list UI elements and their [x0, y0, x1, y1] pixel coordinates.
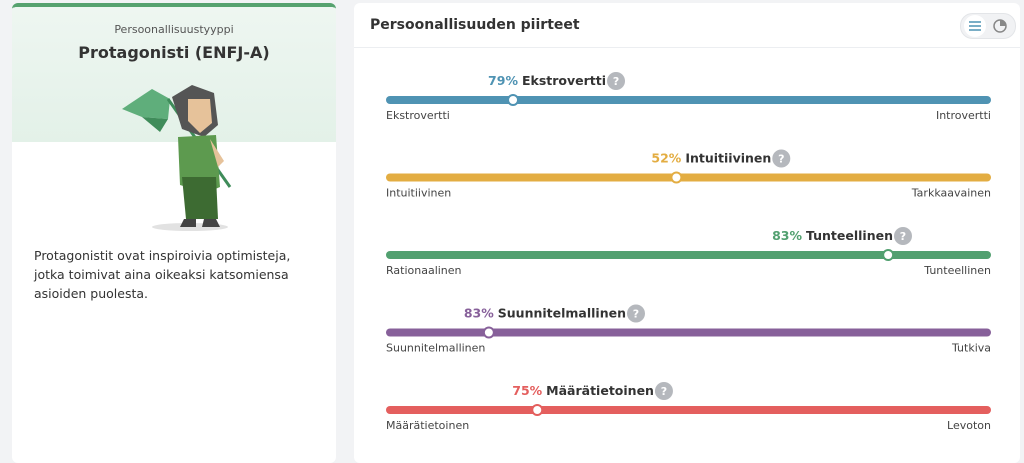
hero [12, 7, 336, 142]
trait-name: Intuitiivinen [685, 151, 771, 166]
trait-name: Tunteellinen [806, 228, 893, 243]
help-icon[interactable] [626, 304, 645, 323]
trait-heading: 83% Tunteellinen [772, 228, 893, 243]
profile-description: Protagonistit ovat inspiroivia optimiste… [34, 248, 291, 301]
help-icon[interactable] [772, 149, 791, 168]
trait-name: Suunnitelmallinen [498, 306, 626, 321]
trait-right-label: Tutkiva [951, 342, 991, 355]
traits-header: Persoonallisuuden piirteet [354, 3, 1020, 48]
trait-name: Ekstrovertti [522, 73, 606, 88]
trait-marker [531, 404, 544, 416]
traits-card: Persoonallisuuden piirteet Ekstrovertti I… [354, 3, 1020, 463]
traits-chart: Ekstrovertti Introvertti 79% Ekstrovertti ? I… [386, 72, 991, 432]
profile-label: Persoonallisuustyyppi [114, 23, 234, 36]
trait-left-label: Intuitiivinen [386, 187, 451, 200]
trait-right-label: Introvertti [936, 109, 991, 122]
trait-heading: 52% Intuitiivinen [651, 151, 771, 166]
illustration [122, 85, 232, 231]
trait-name: Määrätietoinen [546, 383, 654, 398]
trait-heading: 83% Suunnitelmallinen [464, 306, 626, 321]
trait-right-label: Levoton [947, 419, 991, 432]
help-icon-glyph: ? [613, 75, 619, 88]
help-icon-glyph: ? [778, 153, 784, 166]
profile-title: Protagonisti (ENFJ-A) [78, 43, 270, 62]
help-icon[interactable] [607, 72, 626, 90]
trait-percent: 75% [512, 383, 542, 398]
trait-right-label: Tunteellinen [923, 264, 991, 277]
trait-percent: 79% [488, 73, 518, 88]
trait-marker [507, 94, 520, 106]
trait-left-label: Suunnitelmallinen [386, 342, 485, 355]
help-icon-glyph: ? [633, 308, 639, 321]
trait-left-label: Määrätietoinen [386, 419, 469, 432]
trait-heading: 75% Määrätietoinen [512, 383, 654, 398]
trait-bar [386, 173, 991, 182]
trait-bar [386, 406, 991, 414]
trait-percent: 83% [772, 228, 802, 243]
trait-percent: 83% [464, 306, 494, 321]
view-toggle[interactable] [960, 13, 1016, 39]
trait-marker [670, 171, 683, 184]
trait-left-label: Ekstrovertti [386, 109, 450, 122]
trait-left-label: Rationaalinen [386, 264, 462, 277]
trait-marker [882, 249, 895, 261]
trait-marker [482, 326, 495, 339]
trait-bar [386, 328, 991, 337]
help-icon-glyph: ? [900, 230, 906, 243]
trait-heading: 79% Ekstrovertti [488, 73, 606, 88]
trait-right-label: Tarkkaavainen [911, 187, 991, 200]
help-icon[interactable] [654, 382, 673, 400]
help-icon[interactable] [894, 227, 912, 245]
trait-percent: 52% [651, 151, 681, 166]
traits-title: Persoonallisuuden piirteet [370, 17, 580, 33]
help-icon-glyph: ? [661, 385, 667, 398]
profile-card: Persoonallisuustyyppi Protagonisti (ENFJ… [12, 3, 336, 463]
trait-bar [386, 251, 991, 259]
trait-bar [386, 96, 991, 104]
